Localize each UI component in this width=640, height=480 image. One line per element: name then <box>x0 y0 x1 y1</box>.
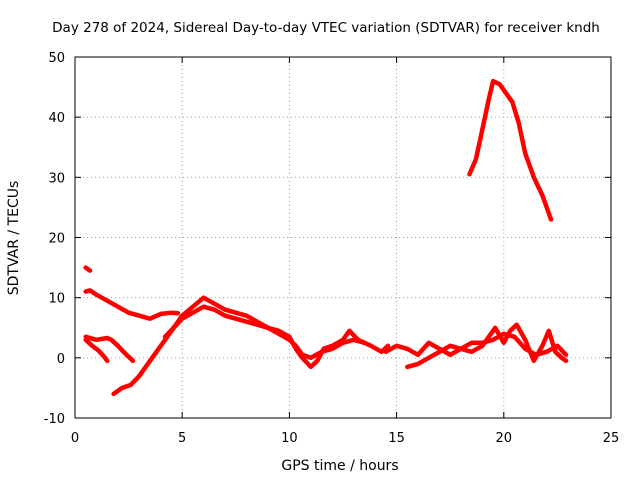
y-tick-label: 10 <box>48 292 65 307</box>
x-tick-labels: 0 5 10 15 20 25 <box>71 431 619 446</box>
y-tick-label: 20 <box>48 232 65 247</box>
x-tick-label: 5 <box>178 431 186 446</box>
y-axis-title: SDTVAR / TECUs <box>6 181 22 296</box>
data-series <box>83 78 569 397</box>
x-axis-title: GPS time / hours <box>281 458 398 474</box>
y-tick-label: 50 <box>48 51 65 66</box>
x-tick-label: 0 <box>71 431 79 446</box>
series-arc-8 <box>405 331 569 370</box>
chart-title: Day 278 of 2024, Sidereal Day-to-day VTE… <box>52 20 600 36</box>
series-arc-1 <box>83 265 93 273</box>
series-arc-4 <box>83 337 110 364</box>
series-arc-7 <box>383 322 569 364</box>
grid <box>75 57 611 418</box>
series-arc-5 <box>111 295 391 397</box>
y-tick-label: 30 <box>48 171 65 186</box>
x-tick-label: 15 <box>388 431 405 446</box>
series-arc-9 <box>467 78 554 222</box>
series-arc-6 <box>162 304 367 361</box>
axis-ticks <box>74 56 612 419</box>
x-tick-label: 10 <box>281 431 298 446</box>
y-tick-label: -10 <box>44 412 65 427</box>
y-tick-label: 40 <box>48 111 65 126</box>
x-tick-label: 25 <box>603 431 620 446</box>
series-arc-3 <box>83 334 136 364</box>
y-tick-labels: -10 0 10 20 30 40 50 <box>44 51 65 427</box>
y-tick-label: 0 <box>57 352 65 367</box>
x-tick-label: 20 <box>496 431 513 446</box>
series-arc-2 <box>83 288 181 321</box>
